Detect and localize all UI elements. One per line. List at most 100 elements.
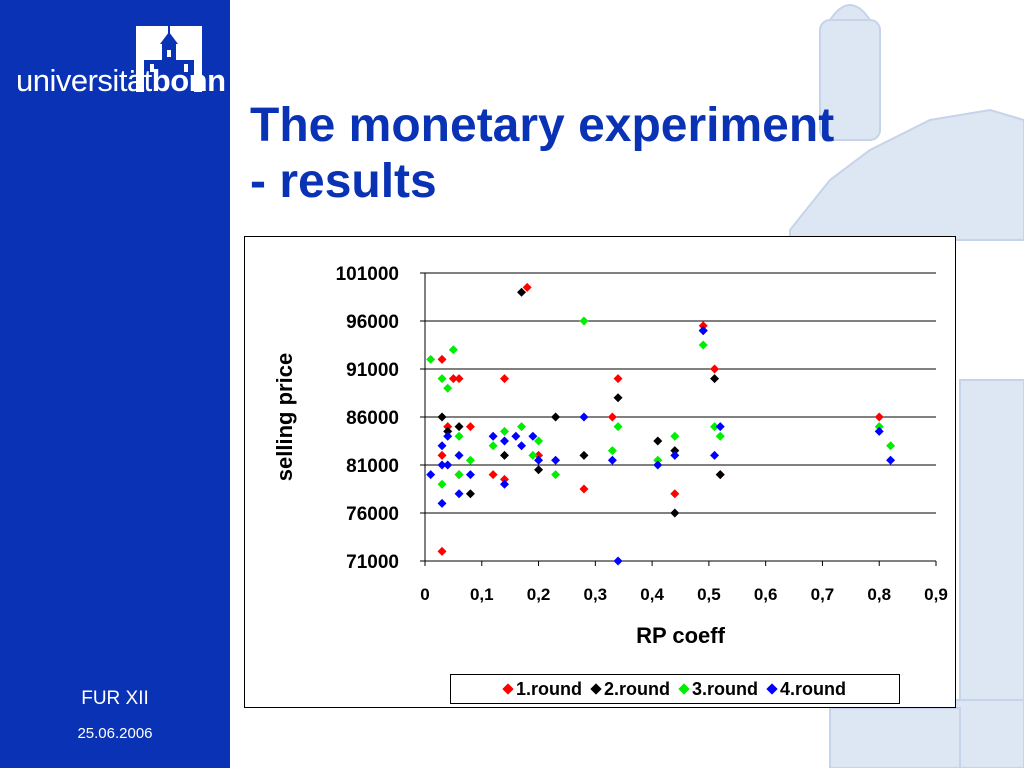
data-point-2-round [443, 426, 453, 436]
data-point-3-round [443, 383, 453, 393]
legend-label: 3.round [692, 678, 758, 699]
data-point-2-round [710, 374, 720, 384]
data-point-3-round [579, 316, 589, 326]
data-point-1-round [465, 422, 475, 432]
y-tick-label: 86000 [346, 408, 399, 429]
data-point-1-round [443, 422, 453, 432]
data-point-2-round [670, 446, 680, 456]
data-point-3-round [607, 446, 617, 456]
data-point-4-round [488, 431, 498, 441]
data-point-3-round [528, 450, 538, 460]
data-point-4-round [710, 450, 720, 460]
legend-marker [502, 683, 514, 695]
data-point-3-round [437, 374, 447, 384]
x-tick-label: 0,6 [754, 585, 778, 604]
university-building-icon [136, 26, 202, 92]
background-building-illustration [789, 4, 1024, 768]
data-point-1-round [670, 489, 680, 499]
data-point-1-round [874, 412, 884, 422]
data-point-4-round [534, 455, 544, 465]
data-point-3-round [698, 340, 708, 350]
data-point-1-round [698, 321, 708, 331]
chart-area: 101000 96000 91000 86000 81000 76000 71000 0 0,1… [244, 236, 956, 708]
data-point-2-round [613, 393, 623, 403]
legend-label: 2.round [604, 678, 670, 699]
y-tick-label: 81000 [346, 456, 399, 477]
data-point-4-round [715, 422, 725, 432]
data-point-1-round [499, 374, 509, 384]
data-point-4-round [874, 426, 884, 436]
data-point-1-round [710, 364, 720, 374]
data-point-3-round [551, 470, 561, 480]
data-point-4-round [886, 455, 896, 465]
data-point-2-round [653, 436, 663, 446]
data-point-1-round [607, 412, 617, 422]
legend-label: 1.round [516, 678, 582, 699]
legend-item: 4.round [766, 679, 846, 700]
chart-legend: 1.round 2.round 3.round 4.round [450, 674, 900, 704]
x-tick-label: 0,3 [584, 585, 608, 604]
legend-marker [678, 683, 690, 695]
y-tick-label: 91000 [346, 360, 399, 381]
data-point-1-round [454, 374, 464, 384]
conference-date: 25.06.2006 [77, 725, 153, 742]
data-point-3-round [517, 422, 527, 432]
data-point-2-round [715, 470, 725, 480]
x-tick-label: 0,7 [811, 585, 835, 604]
data-point-4-round [653, 460, 663, 470]
data-point-1-round [579, 484, 589, 494]
x-tick-label: 0,9 [924, 585, 948, 604]
data-point-3-round [488, 441, 498, 451]
x-axis-title: RP coeff [636, 623, 726, 648]
x-tick-label: 0,1 [470, 585, 494, 604]
data-point-2-round [454, 422, 464, 432]
data-point-3-round [448, 345, 458, 355]
university-logo: universitätbonn [14, 22, 226, 102]
data-point-4-round [517, 441, 527, 451]
data-point-4-round [613, 556, 623, 566]
data-point-1-round [613, 374, 623, 384]
data-point-3-round [499, 426, 509, 436]
data-point-3-round [613, 422, 623, 432]
x-tick-label: 0,8 [867, 585, 891, 604]
y-tick-label: 101000 [336, 264, 399, 285]
x-tick-label: 0,4 [640, 585, 664, 604]
data-point-3-round [534, 436, 544, 446]
x-tick-label: 0,2 [527, 585, 551, 604]
data-point-4-round [499, 436, 509, 446]
legend-item: 1.round [502, 678, 582, 700]
y-tick-label: 71000 [346, 552, 399, 573]
title-line-2: - results [250, 155, 437, 208]
data-point-4-round [454, 450, 464, 460]
x-tick-label: 0,5 [697, 585, 721, 604]
x-tick-label: 0 [420, 585, 429, 604]
data-point-3-round [465, 455, 475, 465]
data-point-1-round [499, 474, 509, 484]
conference-label: FUR XII [81, 688, 149, 709]
data-point-4-round [454, 489, 464, 499]
data-point-3-round [710, 422, 720, 432]
data-point-2-round [499, 450, 509, 460]
legend-item: 2.round [590, 678, 670, 700]
y-tick-label: 96000 [346, 312, 399, 333]
data-point-2-round [534, 465, 544, 475]
data-point-4-round [443, 431, 453, 441]
data-point-2-round [670, 508, 680, 518]
data-point-4-round [465, 470, 475, 480]
legend-item: 3.round [678, 678, 758, 700]
data-point-2-round [579, 450, 589, 460]
y-axis-title: selling price [272, 353, 297, 481]
data-point-4-round [670, 450, 680, 460]
data-point-1-round [488, 470, 498, 480]
data-point-4-round [437, 460, 447, 470]
data-point-4-round [551, 455, 561, 465]
data-point-4-round [511, 431, 521, 441]
page-title: The monetary experiment - results [250, 98, 1010, 210]
data-point-1-round [522, 282, 532, 292]
data-point-1-round [448, 374, 458, 384]
data-point-2-round [517, 287, 527, 297]
data-point-4-round [528, 431, 538, 441]
data-point-2-round [551, 412, 561, 422]
data-point-4-round [607, 455, 617, 465]
data-point-3-round [670, 431, 680, 441]
